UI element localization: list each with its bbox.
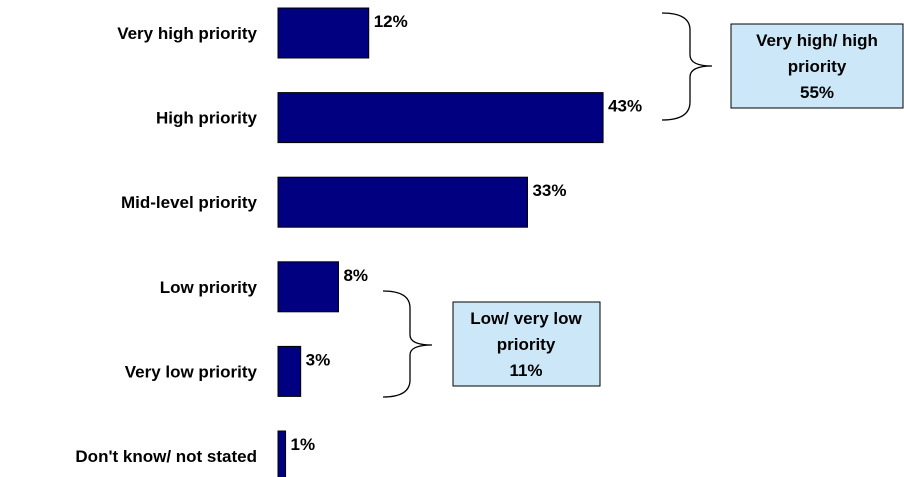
value-label-high-priority: 43% [608, 97, 642, 116]
bars-layer: Very high priority 12% High priority 43% Mid… [75, 7, 642, 477]
category-label-high-priority: High priority [156, 109, 258, 128]
callout-box-low [452, 301, 601, 387]
category-label-mid-level-priority: Mid-level priority [121, 193, 258, 212]
bar-mid-level-priority [277, 176, 528, 228]
category-label-very-high-priority: Very high priority [117, 24, 257, 43]
bar-very-high-priority [277, 7, 370, 59]
value-label-don-t-know-not-stated: 1% [291, 435, 316, 454]
category-label-don-t-know-not-stated: Don't know/ not stated [75, 447, 257, 466]
callout-high-line-2: priority [788, 57, 847, 76]
brace-low-group [382, 290, 433, 398]
value-label-low-priority: 8% [343, 266, 368, 285]
callout-low-line-2: priority [497, 335, 556, 354]
bar-don-t-know-not-stated [277, 430, 287, 477]
value-label-very-high-priority: 12% [374, 12, 408, 31]
callout-low-line-3: 11% [509, 361, 542, 380]
value-label-very-low-priority: 3% [306, 350, 331, 369]
value-label-mid-level-priority: 33% [532, 181, 566, 200]
callout-low-line-1: Low/ very low [470, 309, 582, 328]
bar-very-low-priority [277, 345, 302, 397]
bar-high-priority [277, 92, 604, 144]
callout-box-high [730, 23, 904, 109]
brace-high-group [661, 12, 713, 121]
callout-high-line-3: 55% [800, 83, 834, 102]
category-label-low-priority: Low priority [160, 278, 258, 297]
category-label-very-low-priority: Very low priority [125, 362, 258, 381]
callout-high-line-1: Very high/ high [756, 31, 878, 50]
bar-low-priority [277, 261, 339, 313]
